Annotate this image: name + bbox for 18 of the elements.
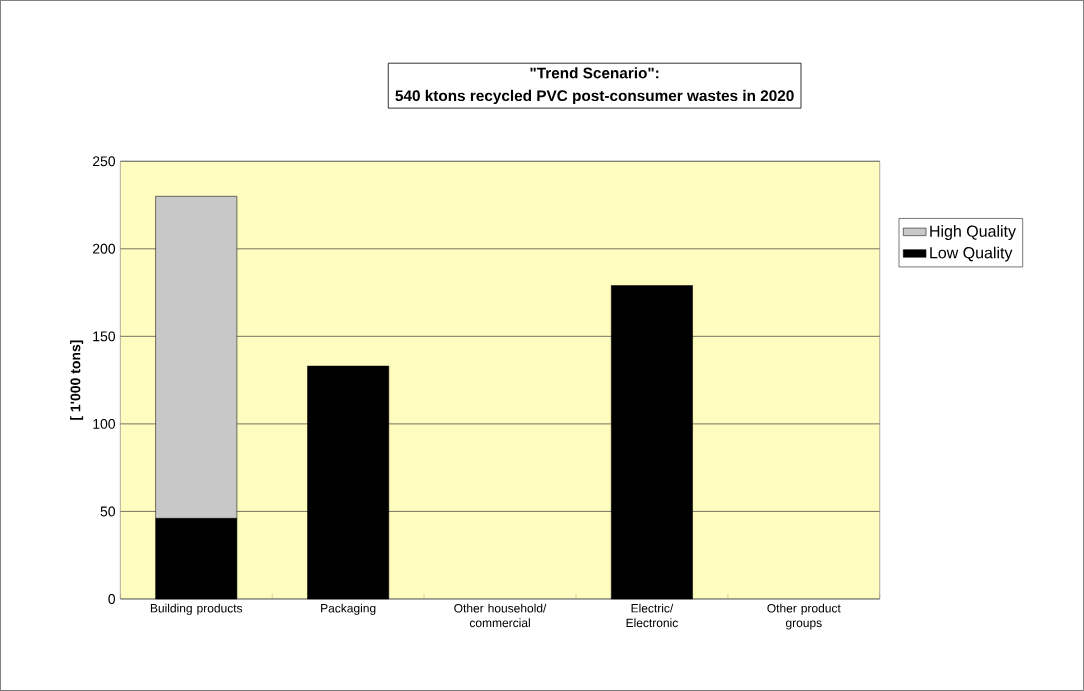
chart-subtitle: 540 ktons recycled PVC post-consumer wastes in 2020: [395, 89, 794, 105]
legend-label: High Quality: [930, 225, 1016, 241]
x-tick-label: Packaging: [321, 603, 376, 615]
legend-label: Low Quality: [930, 246, 1013, 262]
y-tick-label: 100: [93, 418, 116, 429]
bar: [307, 365, 390, 600]
x-tick-label: Other household/ commercial: [454, 603, 547, 628]
y-tick-label: 50: [100, 506, 116, 517]
x-tick-label: Other product groups: [767, 603, 841, 630]
chart-title: "Trend Scenario":: [530, 67, 659, 79]
x-tick-label: Electric/ Electronic: [626, 603, 678, 628]
y-tick-label: 200: [92, 243, 116, 254]
bar: [611, 285, 693, 600]
y-axis-title: [ 1'000 tons]: [70, 340, 84, 420]
y-tick-label: 250: [92, 156, 116, 167]
x-tick-label: Building products: [150, 603, 243, 615]
y-tick-label: 0: [108, 594, 116, 604]
y-tick-label: 150: [93, 331, 116, 342]
